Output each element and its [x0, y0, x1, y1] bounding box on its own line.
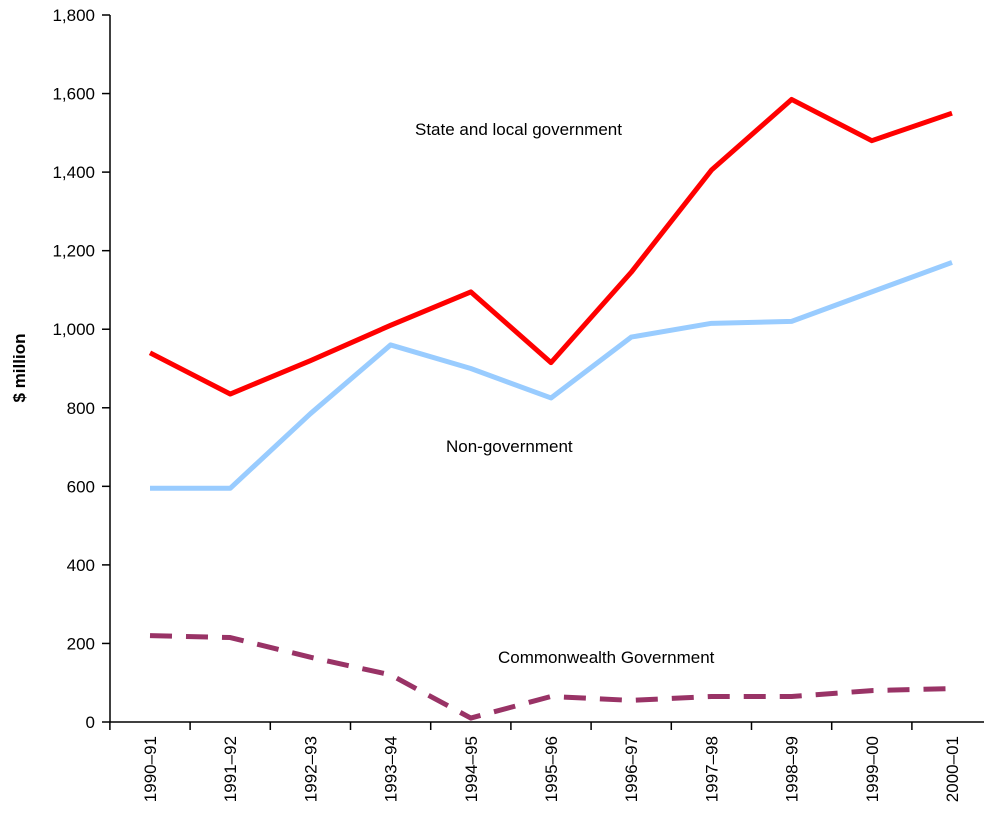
y-ticks: 0 200 400 600 800 1,000 1,200 1,400 1,600 1,800	[52, 6, 110, 732]
y-tick-label: 1,800	[52, 6, 95, 25]
x-tick-label: 2000–01	[943, 736, 962, 802]
series-line-1	[150, 260, 953, 491]
x-tick-label: 1993–94	[382, 736, 401, 802]
x-tick-label: 1995–96	[542, 736, 561, 802]
y-tick-label: 1,400	[52, 163, 95, 182]
x-tick-label: 1991–92	[221, 736, 240, 802]
series-label-non-government: Non-government	[446, 437, 573, 456]
x-tick-label: 1990–91	[141, 736, 160, 802]
y-tick-label: 1,000	[52, 320, 95, 339]
series-labels: State and local government Non-governmen…	[415, 120, 715, 667]
x-tick-label: 1999–00	[863, 736, 882, 802]
y-tick-label: 1,200	[52, 242, 95, 261]
series-label-commonwealth: Commonwealth Government	[498, 648, 715, 667]
x-tick-label: 1997–98	[702, 736, 721, 802]
x-ticks: 1990–91 1991–92 1992–93 1993–94 1994–95 1995–…	[109, 722, 962, 802]
series-lines	[148, 96, 953, 721]
y-tick-label: 800	[67, 399, 95, 418]
x-tick-label: 1992–93	[301, 736, 320, 802]
x-tick-label: 1994–95	[462, 736, 481, 802]
series-line-2	[149, 633, 953, 721]
y-tick-label: 400	[67, 556, 95, 575]
y-axis-title: $ million	[10, 334, 29, 403]
axes	[109, 15, 984, 723]
y-tick-label: 1,600	[52, 85, 95, 104]
series-line-0	[148, 96, 953, 397]
x-tick-label: 1996–97	[622, 736, 641, 802]
y-tick-label: 0	[86, 713, 95, 732]
x-tick-label: 1998–99	[783, 736, 802, 802]
y-tick-label: 600	[67, 477, 95, 496]
series-label-state-local: State and local government	[415, 120, 622, 139]
y-tick-label: 200	[67, 634, 95, 653]
